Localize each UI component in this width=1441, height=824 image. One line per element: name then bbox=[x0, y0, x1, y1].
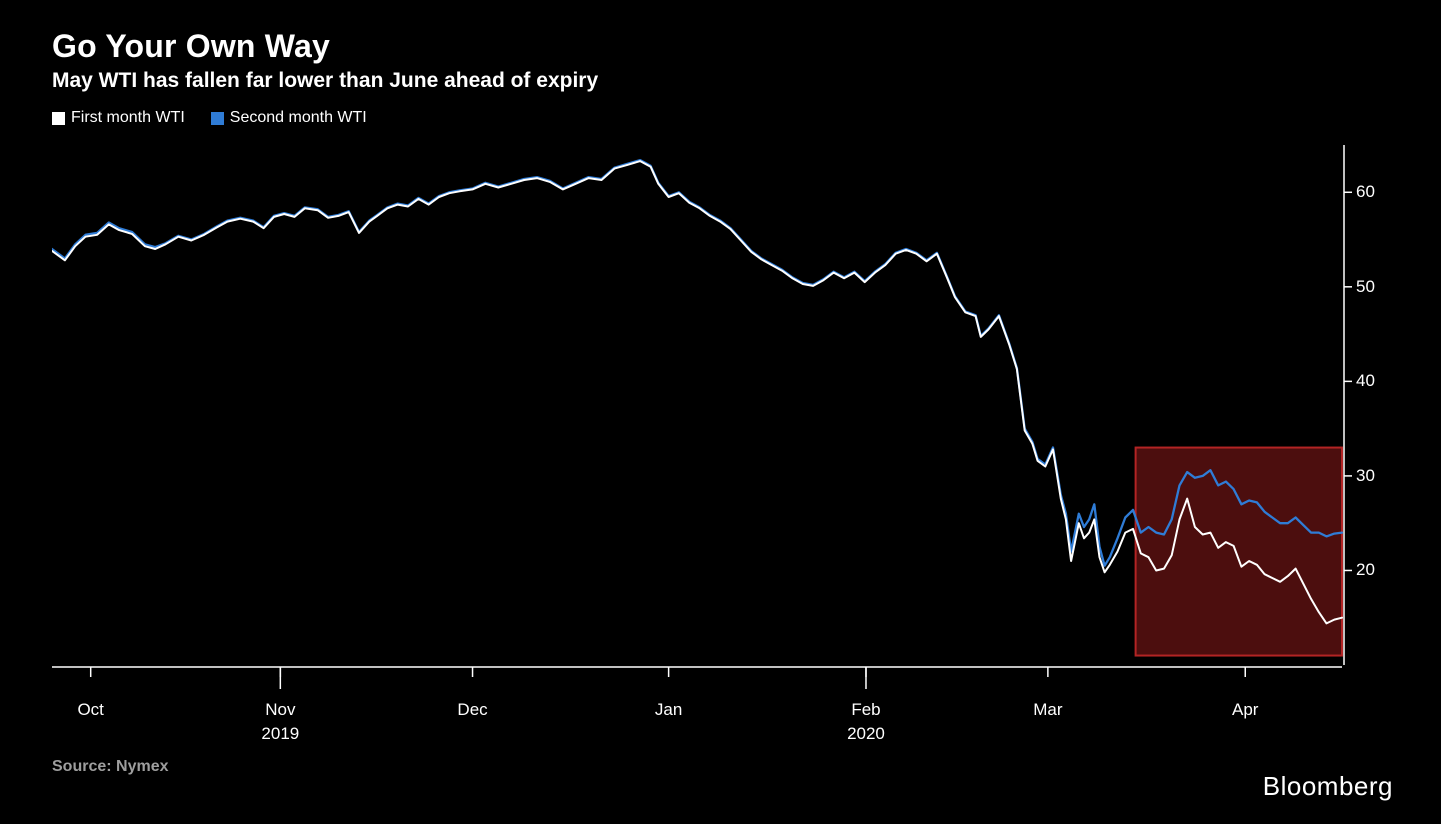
y-tick-label: 50 bbox=[1356, 277, 1375, 297]
x-month-label: Feb bbox=[851, 700, 880, 720]
x-month-labels: Oct Nov Dec Jan Feb Mar Apr bbox=[52, 700, 1342, 722]
legend: First month WTI Second month WTI bbox=[52, 109, 1401, 127]
x-month-label: Jan bbox=[655, 700, 682, 720]
brand-logo: Bloomberg bbox=[1263, 771, 1393, 802]
x-month-label: Oct bbox=[77, 700, 103, 720]
x-year-label: 2019 bbox=[261, 724, 299, 744]
x-month-label: Nov bbox=[265, 700, 295, 720]
x-month-label: Dec bbox=[457, 700, 487, 720]
chart-subtitle: May WTI has fallen far lower than June a… bbox=[52, 69, 1401, 93]
chart-container: Go Your Own Way May WTI has fallen far l… bbox=[0, 0, 1441, 824]
legend-label-first: First month WTI bbox=[71, 109, 185, 127]
x-year-label: 2020 bbox=[847, 724, 885, 744]
legend-item-second-month: Second month WTI bbox=[211, 109, 367, 127]
legend-swatch-first bbox=[52, 112, 65, 125]
legend-item-first-month: First month WTI bbox=[52, 109, 185, 127]
chart-title: Go Your Own Way bbox=[52, 28, 1401, 65]
chart-plot-area: 2030405060 U.S. dollars a barrel OctNovD… bbox=[52, 145, 1401, 748]
y-tick-label: 30 bbox=[1356, 466, 1375, 486]
chart-svg bbox=[52, 145, 1422, 695]
y-tick-label: 40 bbox=[1356, 371, 1375, 391]
source-label: Source: Nymex bbox=[52, 758, 1401, 776]
x-month-label: Apr bbox=[1232, 700, 1258, 720]
y-tick-label: 20 bbox=[1356, 560, 1375, 580]
x-month-label: Mar bbox=[1033, 700, 1062, 720]
legend-label-second: Second month WTI bbox=[230, 109, 367, 127]
y-tick-label: 60 bbox=[1356, 182, 1375, 202]
legend-swatch-second bbox=[211, 112, 224, 125]
x-year-labels: 2019 2020 bbox=[52, 724, 1342, 748]
